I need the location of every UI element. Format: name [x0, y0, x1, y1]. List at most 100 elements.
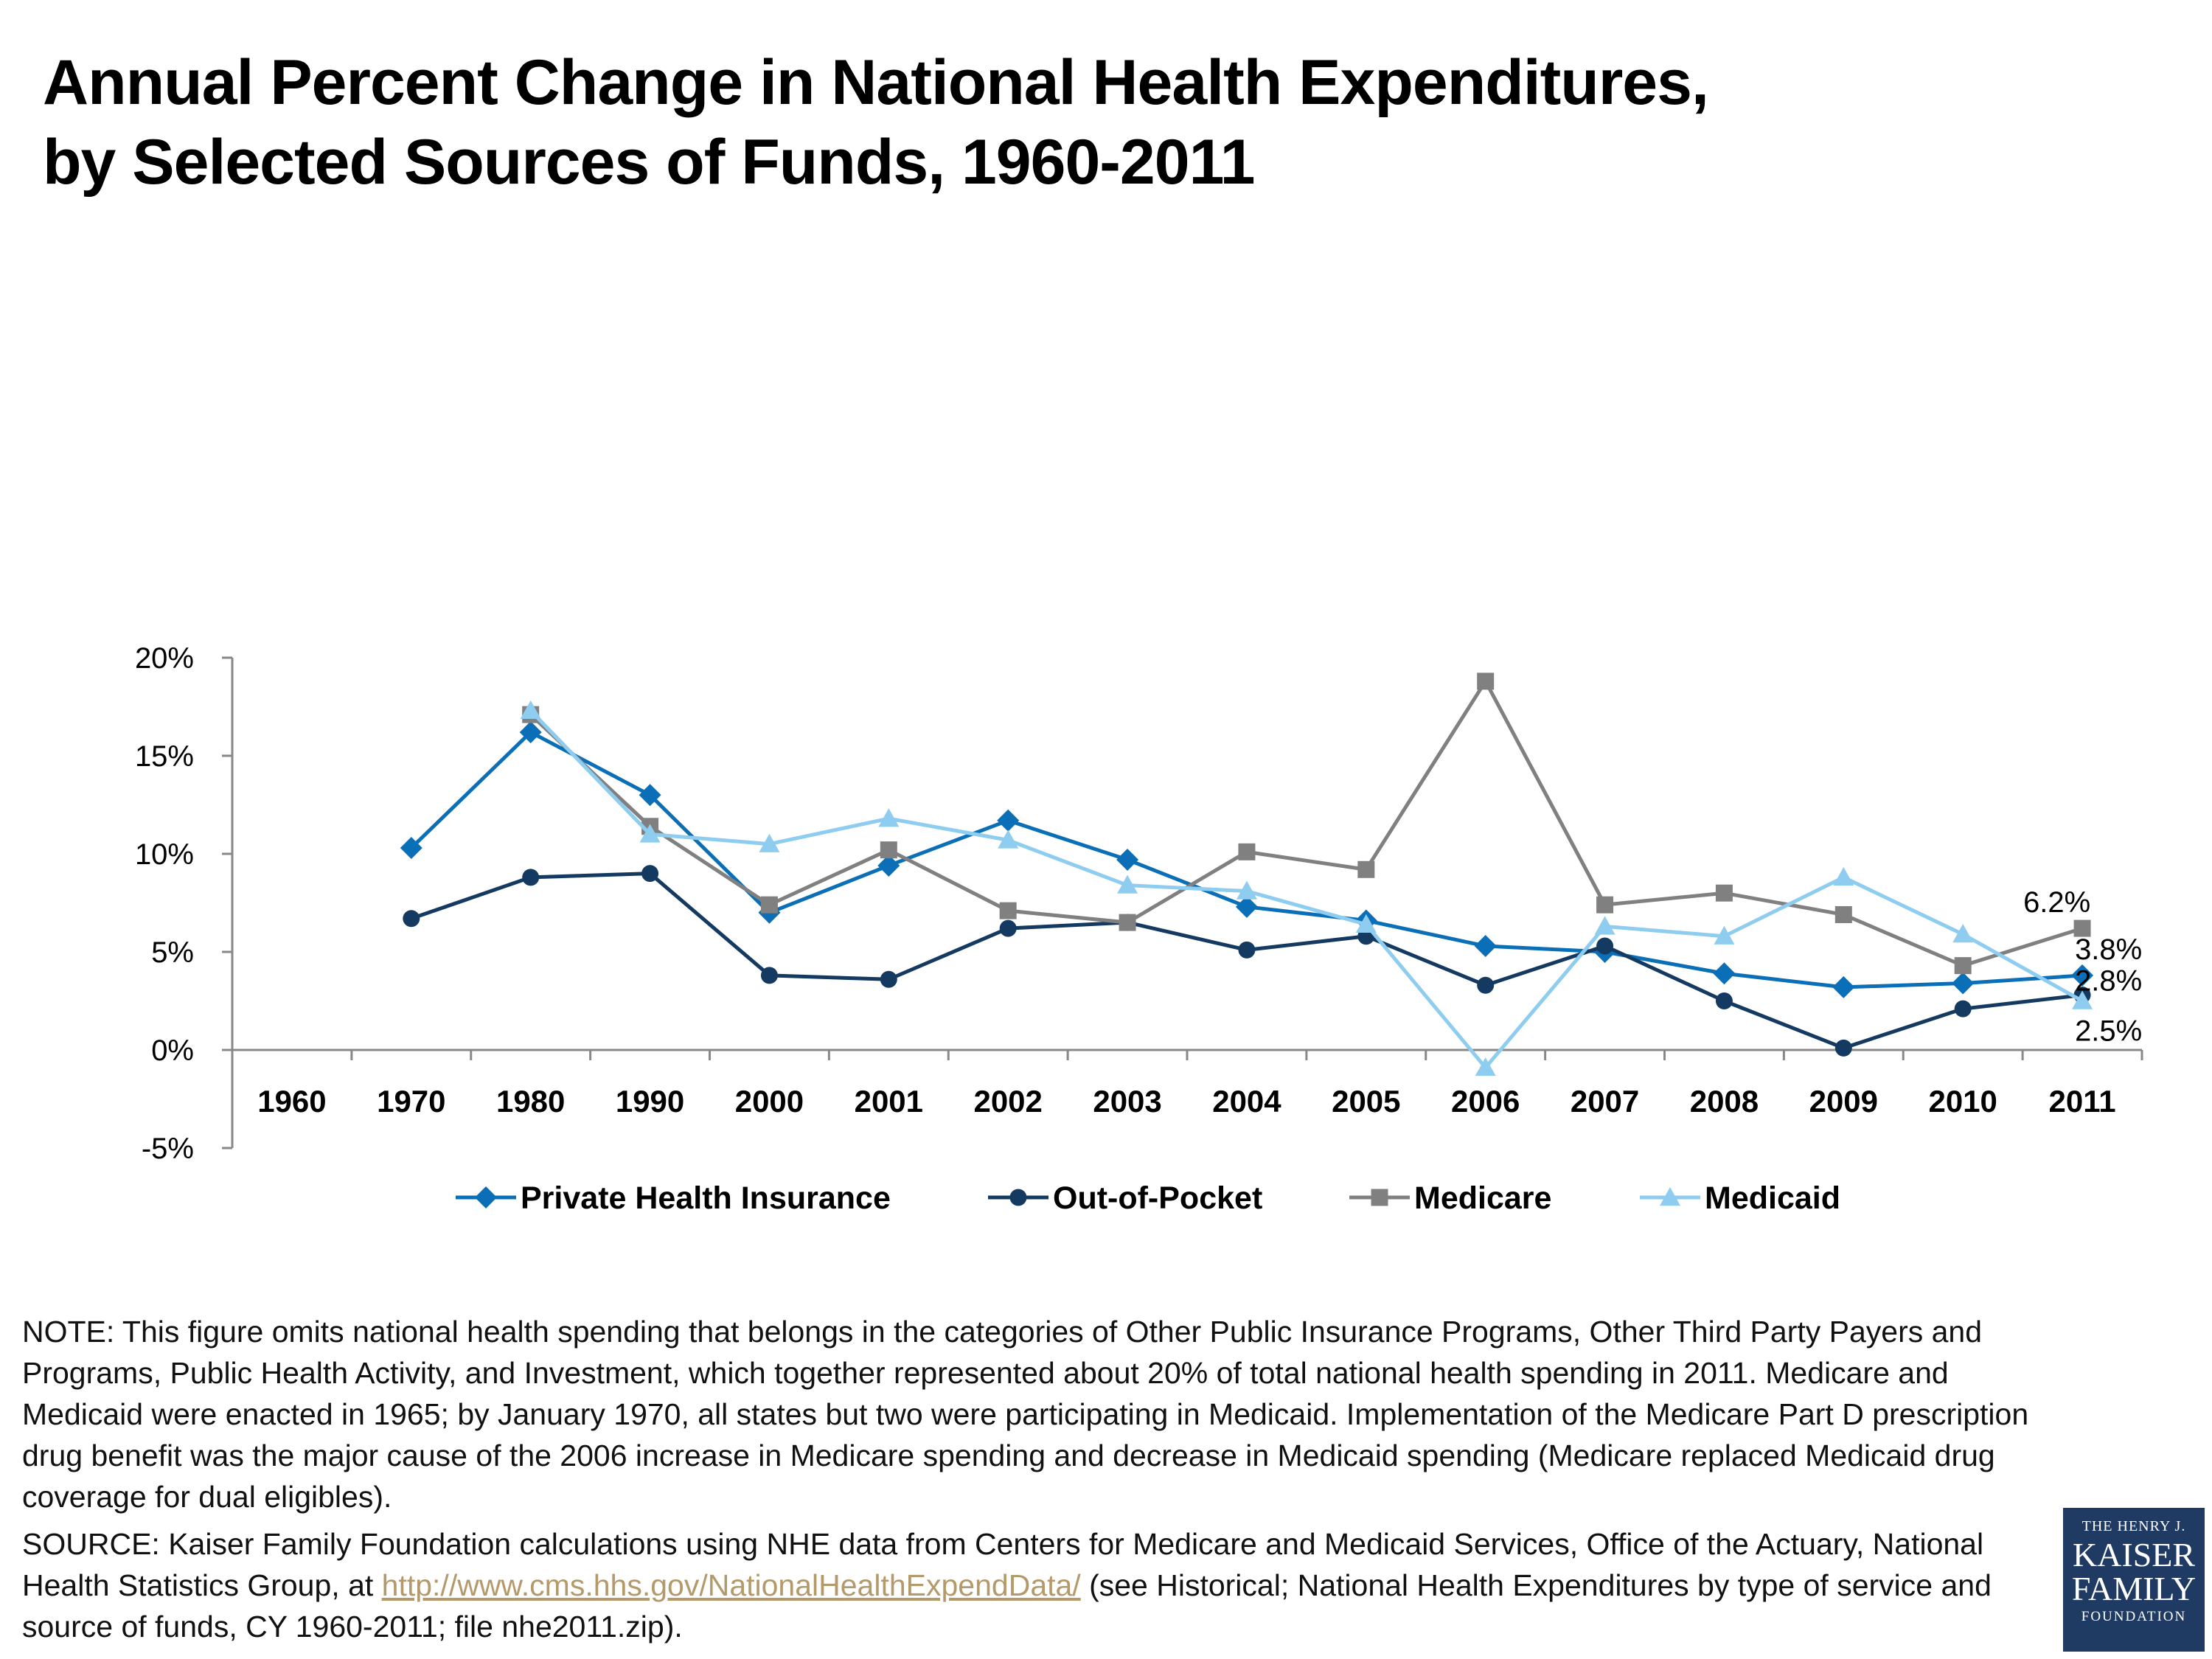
data-point-private-health-insurance	[2071, 964, 2094, 987]
data-point-private-health-insurance	[877, 854, 900, 877]
x-tick-label: 2006	[1451, 1084, 1520, 1119]
data-point-medicaid	[639, 824, 661, 843]
x-tick-label: 1980	[496, 1084, 565, 1119]
data-point-medicare	[1715, 884, 1733, 902]
legend-item-out-of-pocket: Out-of-Pocket	[988, 1180, 1262, 1216]
x-tick-label: 2009	[1809, 1084, 1878, 1119]
y-tick-label: 20%	[135, 642, 194, 675]
data-point-medicaid	[998, 830, 1019, 849]
data-point-medicare	[1357, 860, 1375, 878]
legend-label: Private Health Insurance	[521, 1180, 891, 1216]
data-point-medicaid	[1952, 924, 1974, 943]
chart-title-line-1: Annual Percent Change in National Health…	[43, 47, 1709, 118]
data-point-medicaid	[1833, 866, 1854, 886]
data-point-out-of-pocket	[403, 910, 420, 928]
logo-line-2: KAISER	[2072, 1536, 2196, 1573]
data-point-medicaid	[1117, 874, 1138, 894]
line-chart: -5% 0% 5% 10% 15% 20% 1960 1970 1980 1990 2000 2001…	[135, 642, 2143, 1216]
y-tick-label: 0%	[151, 1034, 194, 1067]
legend-item-medicare: Medicare	[1349, 1180, 1551, 1216]
data-label: 2.5%	[2075, 1015, 2142, 1048]
data-point-private-health-insurance	[400, 837, 422, 860]
data-point-private-health-insurance	[1832, 975, 1855, 998]
source-text-after: (see Historical; National Health Expendi…	[22, 1568, 1992, 1644]
y-tick-label: 5%	[151, 936, 194, 969]
data-point-out-of-pocket	[1477, 976, 1495, 994]
data-point-private-health-insurance	[1235, 895, 1258, 918]
data-point-out-of-pocket	[760, 967, 778, 984]
logo-line-3: FAMILY	[2071, 1570, 2197, 1607]
data-point-out-of-pocket	[1596, 937, 1614, 955]
data-point-medicare	[1954, 957, 1972, 975]
data-point-out-of-pocket	[1954, 1000, 1972, 1018]
y-tick-label: 10%	[135, 838, 194, 871]
source-text-before: SOURCE: Kaiser Family Foundation calcula…	[22, 1527, 1984, 1602]
note-text: NOTE: This figure omits national health …	[22, 1315, 2029, 1514]
data-point-private-health-insurance	[1116, 848, 1139, 871]
data-point-medicare	[2073, 919, 2091, 937]
data-point-private-health-insurance	[639, 784, 661, 807]
legend-marker	[475, 1186, 497, 1208]
x-tick-label: 2004	[1212, 1084, 1281, 1119]
x-tick-label: 2007	[1571, 1084, 1639, 1119]
chart-title: Annual Percent Change in National Health…	[43, 43, 2107, 202]
data-point-medicare	[1596, 896, 1614, 914]
data-point-medicare	[1834, 905, 1852, 923]
legend-marker	[1009, 1189, 1027, 1206]
legend-label: Medicare	[1414, 1180, 1551, 1216]
y-tick-label: -5%	[142, 1133, 194, 1165]
x-tick-label: 2001	[855, 1084, 923, 1119]
x-tick-label: 1990	[616, 1084, 684, 1119]
data-point-medicaid	[1594, 916, 1615, 935]
data-label: 6.2%	[2023, 886, 2090, 919]
x-tick-label: 1960	[257, 1084, 326, 1119]
x-tick-label: 2011	[2049, 1084, 2116, 1119]
x-tick-label: 2003	[1093, 1084, 1161, 1119]
legend-marker	[1660, 1187, 1680, 1206]
data-point-private-health-insurance	[1952, 972, 1975, 995]
kff-logo: THE HENRY J. KAISER FAMILY FOUNDATION	[2063, 1508, 2205, 1652]
source-text: SOURCE: Kaiser Family Foundation calcula…	[22, 1523, 2057, 1647]
data-point-private-health-insurance	[1474, 935, 1497, 958]
data-point-out-of-pocket	[1238, 941, 1256, 959]
data-point-medicare	[999, 902, 1017, 919]
data-point-medicare	[1119, 914, 1136, 931]
legend-marker	[1371, 1189, 1388, 1206]
x-tick-label: 2010	[1928, 1084, 1997, 1119]
x-tick-label: 1970	[377, 1084, 445, 1119]
y-tick-label: 15%	[135, 740, 194, 773]
data-point-medicaid	[1355, 914, 1377, 933]
data-label: 2.8%	[2075, 965, 2142, 998]
x-tick-label: 2000	[735, 1084, 804, 1119]
data-point-out-of-pocket	[641, 865, 659, 883]
data-point-out-of-pocket	[999, 919, 1017, 937]
data-point-out-of-pocket	[880, 970, 897, 988]
data-point-out-of-pocket	[1834, 1039, 1852, 1057]
data-point-private-health-insurance	[997, 809, 1020, 832]
x-tick-label: 2008	[1690, 1084, 1759, 1119]
data-point-medicaid	[759, 833, 780, 852]
data-point-medicaid	[1475, 1057, 1496, 1077]
chart-title-line-2: by Selected Sources of Funds, 1960-2011	[43, 127, 1256, 198]
series-medicare	[522, 672, 2091, 975]
series-line-medicaid	[529, 709, 2084, 1070]
data-point-medicare	[1238, 843, 1256, 860]
data-point-medicare	[880, 841, 897, 859]
legend-label: Out-of-Pocket	[1053, 1180, 1262, 1216]
data-point-medicaid	[1714, 925, 1735, 945]
x-tick-label: 2002	[973, 1084, 1042, 1119]
data-point-medicare	[760, 896, 778, 914]
data-label: 3.8%	[2075, 933, 2142, 966]
source-link[interactable]: http://www.cms.hhs.gov/NationalHealthExp…	[381, 1568, 1081, 1602]
legend-item-medicaid: Medicaid	[1640, 1180, 1840, 1216]
data-point-private-health-insurance	[1713, 962, 1736, 985]
data-point-medicaid	[1236, 880, 1257, 900]
data-point-medicare	[1477, 672, 1495, 690]
series-medicaid	[520, 700, 2093, 1077]
legend-label: Medicaid	[1705, 1180, 1840, 1216]
data-point-private-health-insurance	[519, 721, 542, 744]
legend-item-private-health-insurance: Private Health Insurance	[456, 1180, 891, 1216]
data-point-medicaid	[878, 808, 900, 827]
series-line-medicare	[529, 679, 2083, 968]
data-point-out-of-pocket	[1715, 992, 1733, 1009]
